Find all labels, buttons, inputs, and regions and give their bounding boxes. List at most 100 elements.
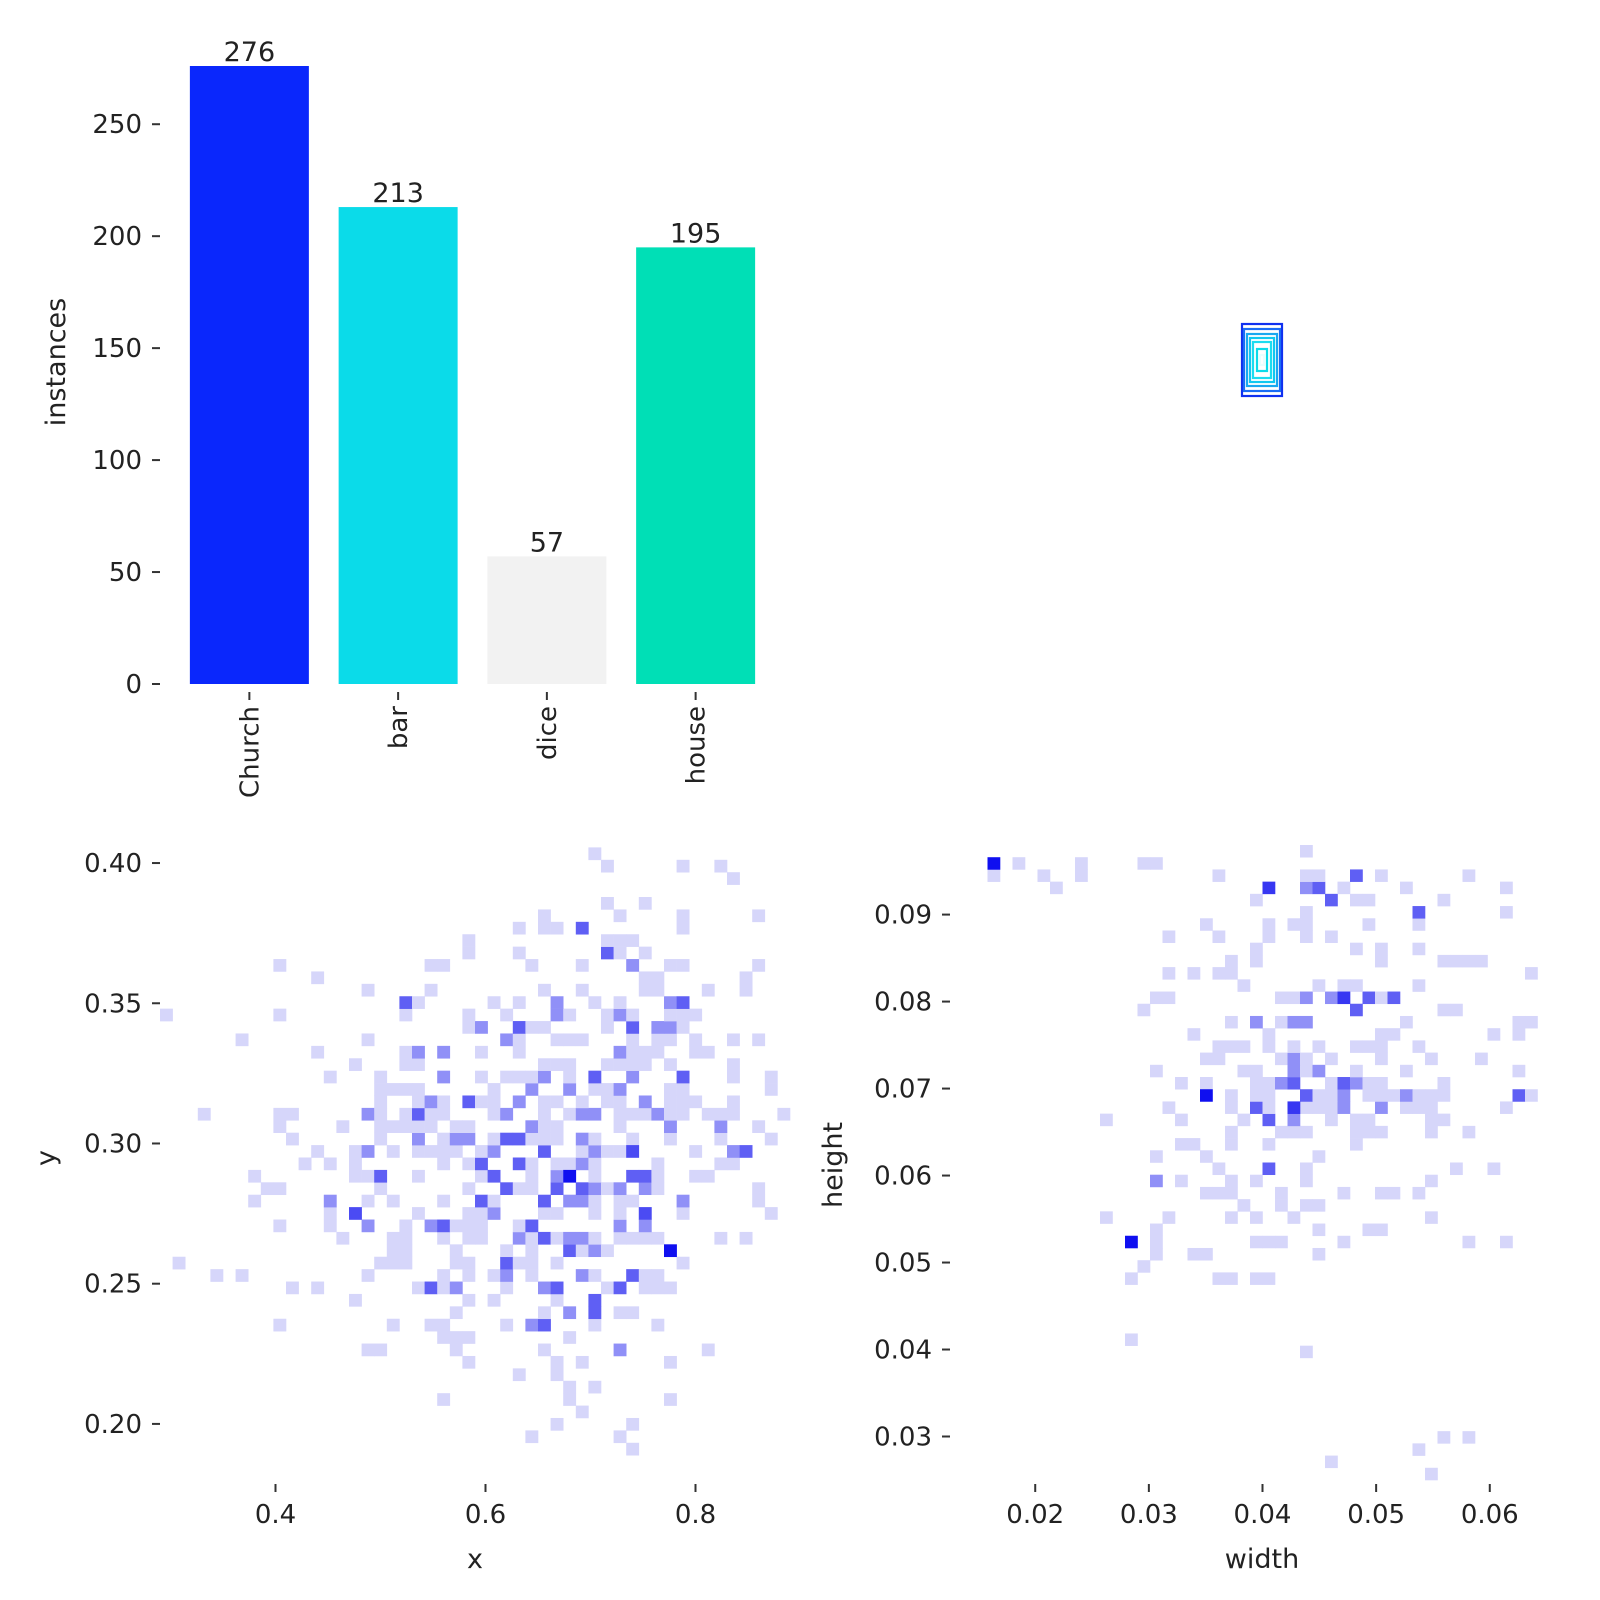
heatmap-cell <box>1525 1089 1538 1102</box>
heatmap-cell <box>550 1120 564 1133</box>
heatmap-cell <box>1162 991 1176 1005</box>
heatmap-cell <box>550 1169 564 1183</box>
bar-xtick-label: bar <box>384 706 414 749</box>
heatmap-cell <box>714 1120 728 1133</box>
heatmap-cell <box>1250 1174 1263 1188</box>
heatmap-cell <box>1300 1125 1313 1139</box>
heatmap-cell <box>601 1021 614 1034</box>
heatmap-cell <box>487 1145 501 1158</box>
heatmap-cell <box>676 996 690 1009</box>
heatmap-cell <box>399 1058 413 1071</box>
heatmap-cell <box>1300 1345 1313 1359</box>
heatmap-cell <box>475 1095 488 1109</box>
heatmap-xtick-label: 0.05 <box>1347 1500 1405 1530</box>
heatmap-cell <box>1250 1235 1263 1249</box>
heatmap-cell <box>638 1219 652 1233</box>
heatmap-cell <box>613 1008 627 1022</box>
heatmap-xtick-label: 0.06 <box>1461 1500 1519 1530</box>
heatmap-cell <box>475 1045 488 1059</box>
heatmap-cell <box>538 1281 551 1295</box>
heatmap-cell <box>424 1120 438 1133</box>
heatmap-cell <box>1125 1272 1138 1285</box>
heatmap-cell <box>638 1231 652 1245</box>
heatmap-cell <box>1137 857 1151 870</box>
heatmap-cell <box>1287 1113 1301 1127</box>
heatmap-cell <box>449 1145 463 1158</box>
heatmap-hotspot-cell <box>987 857 1001 870</box>
heatmap-cell <box>1425 1113 1438 1127</box>
heatmap-cell <box>1275 1077 1288 1090</box>
heatmap-cell <box>1362 918 1376 931</box>
heatmap-cell <box>336 1231 350 1245</box>
heatmap-cell <box>626 1045 640 1059</box>
heatmap-cell <box>412 1132 425 1146</box>
heatmap-cell <box>1350 1113 1363 1127</box>
heatmap-cell <box>1237 1199 1251 1212</box>
heatmap-cell <box>1437 1431 1451 1444</box>
heatmap-cell <box>437 1070 451 1084</box>
heatmap-cell <box>777 1107 791 1121</box>
heatmap-cell <box>1200 1150 1213 1163</box>
heatmap-cell <box>1225 1101 1238 1114</box>
heatmap-cell <box>601 1095 614 1109</box>
heatmap-cell <box>487 1083 501 1096</box>
heatmap-cell <box>1312 1150 1326 1163</box>
heatmap-xtick-label: 0.02 <box>1006 1500 1064 1530</box>
heatmap-cell <box>613 934 627 947</box>
heatmap-cell <box>1300 1199 1313 1212</box>
heatmap-cell <box>1412 918 1426 931</box>
heatmap-cell <box>1475 954 1488 968</box>
heatmap-cell <box>462 1095 476 1109</box>
heatmap-cell <box>575 1182 589 1196</box>
heatmap-ytick-label: 0.35 <box>84 989 142 1019</box>
heatmap-cell <box>512 996 526 1009</box>
heatmap-cell <box>739 1231 753 1245</box>
heatmap-cell <box>626 1269 640 1282</box>
heatmap-cell <box>638 1182 652 1196</box>
heatmap-cell <box>399 1107 413 1121</box>
heatmap-cell <box>575 959 589 972</box>
heatmap-cell <box>210 1269 224 1282</box>
heatmap-cell <box>538 1306 551 1320</box>
heatmap-hotspot-cell <box>349 1207 362 1220</box>
heatmap-cell <box>525 1120 539 1133</box>
heatmap-cell <box>449 1256 463 1270</box>
heatmap-cell <box>676 859 690 873</box>
heatmap-cell <box>1275 1052 1288 1066</box>
heatmap-cell <box>538 1132 551 1146</box>
heatmap-cell <box>727 1058 740 1071</box>
heatmap-hotspot-cell <box>1287 1101 1301 1114</box>
bbox-overlay-plot <box>1240 322 1284 398</box>
heatmap-cell <box>1300 1052 1313 1066</box>
heatmap-cell <box>412 1145 425 1158</box>
bar-chart-instances: 0 50 100 150 200 250 276 Church 213 bar 57 dice 195 h… <box>92 37 756 798</box>
heatmap-cell <box>1250 954 1263 968</box>
heatmap-cell <box>1150 1064 1163 1078</box>
heatmap-cell <box>487 1169 501 1183</box>
heatmap-cell <box>651 1021 665 1034</box>
heatmap-cell <box>676 1083 690 1096</box>
heatmap-cell <box>613 1219 627 1233</box>
heatmap-cell <box>399 1231 413 1245</box>
heatmap-cell <box>1500 1235 1513 1249</box>
heatmap-cell <box>399 1008 413 1022</box>
heatmap-cell <box>1162 930 1176 943</box>
heatmap-cell <box>651 1231 665 1245</box>
heatmap-cell <box>386 1231 400 1245</box>
heatmap-cell <box>1312 1223 1326 1237</box>
heatmap-cell <box>588 996 602 1009</box>
heatmap-cell <box>1250 942 1263 956</box>
heatmap-cell <box>525 1132 539 1146</box>
heatmap-cell <box>626 1008 640 1022</box>
heatmap-cell <box>424 1281 438 1295</box>
heatmap-cell <box>613 1306 627 1320</box>
heatmap-cell <box>512 1256 526 1270</box>
heatmap-cell <box>487 1269 501 1282</box>
heatmap-cell <box>1512 1064 1526 1078</box>
heatmap-cell <box>727 1033 740 1047</box>
heatmap-cell <box>676 1021 690 1034</box>
heatmap-cell <box>512 1157 526 1171</box>
heatmap-cell <box>273 959 287 972</box>
heatmap-cell <box>1225 1174 1238 1188</box>
heatmap-cell <box>1012 857 1026 870</box>
